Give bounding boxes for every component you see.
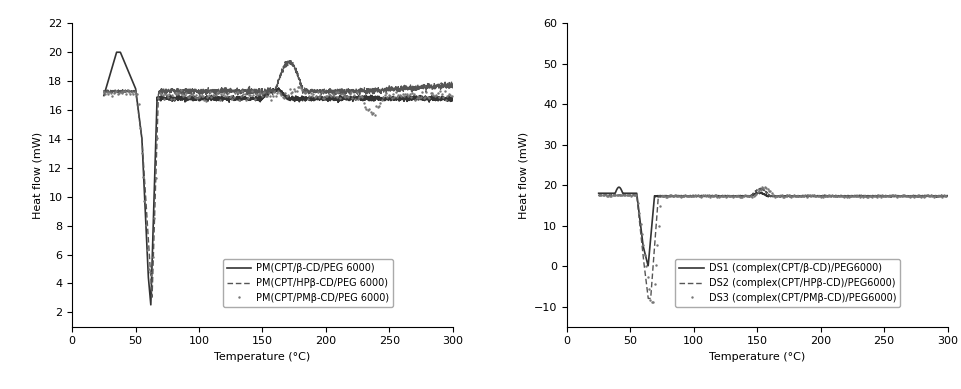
DS3 (complex(CPT/PMβ-CD)/PEG6000) (931, 193, 943, 198)
DS3 (complex(CPT/PMβ-CD)/PEG6000) (752, 188, 764, 193)
Y-axis label: Heat flow (mW): Heat flow (mW) (33, 131, 42, 219)
PM(CPT/HPβ-CD/PEG 6000) (268, 91, 280, 96)
PM(CPT/PMβ-CD/PEG 6000) (115, 90, 127, 95)
PM(CPT/PMβ-CD/PEG 6000) (259, 89, 270, 94)
DS1 (complex(CPT/β-CD)/PEG6000) (941, 193, 952, 198)
PM(CPT/β-CD/PEG 6000) (145, 303, 157, 307)
Line: DS3 (complex(CPT/PMβ-CD)/PEG6000): DS3 (complex(CPT/PMβ-CD)/PEG6000) (597, 185, 948, 303)
Line: PM(CPT/β-CD/PEG 6000): PM(CPT/β-CD/PEG 6000) (104, 52, 453, 305)
PM(CPT/PMβ-CD/PEG 6000) (268, 94, 280, 98)
DS1 (complex(CPT/β-CD)/PEG6000) (867, 193, 878, 198)
DS1 (complex(CPT/β-CD)/PEG6000) (642, 263, 653, 268)
PM(CPT/β-CD/PEG 6000) (373, 96, 384, 100)
PM(CPT/β-CD/PEG 6000) (436, 94, 448, 99)
PM(CPT/HPβ-CD/PEG 6000) (146, 295, 158, 300)
X-axis label: Temperature (°C): Temperature (°C) (214, 352, 310, 362)
PM(CPT/β-CD/PEG 6000) (98, 93, 110, 98)
PM(CPT/β-CD/PEG 6000) (268, 88, 280, 93)
PM(CPT/β-CD/PEG 6000) (447, 96, 458, 101)
DS2 (complex(CPT/HPβ-CD)/PEG6000) (931, 194, 943, 199)
DS1 (complex(CPT/β-CD)/PEG6000) (612, 185, 624, 189)
PM(CPT/HPβ-CD/PEG 6000) (373, 86, 384, 91)
DS1 (complex(CPT/β-CD)/PEG6000) (931, 194, 943, 199)
PM(CPT/HPβ-CD/PEG 6000) (115, 90, 127, 95)
DS2 (complex(CPT/HPβ-CD)/PEG6000) (867, 194, 878, 198)
DS2 (complex(CPT/HPβ-CD)/PEG6000) (762, 192, 774, 197)
Legend: PM(CPT/β-CD/PEG 6000), PM(CPT/HPβ-CD/PEG 6000), PM(CPT/PMβ-CD/PEG 6000): PM(CPT/β-CD/PEG 6000), PM(CPT/HPβ-CD/PEG… (223, 259, 393, 307)
DS3 (complex(CPT/PMβ-CD)/PEG6000) (931, 195, 943, 200)
PM(CPT/HPβ-CD/PEG 6000) (436, 83, 448, 88)
PM(CPT/PMβ-CD/PEG 6000) (373, 104, 384, 109)
DS2 (complex(CPT/HPβ-CD)/PEG6000) (753, 186, 765, 191)
DS3 (complex(CPT/PMβ-CD)/PEG6000) (610, 193, 622, 197)
Line: DS2 (complex(CPT/HPβ-CD)/PEG6000): DS2 (complex(CPT/HPβ-CD)/PEG6000) (598, 188, 947, 298)
PM(CPT/PMβ-CD/PEG 6000) (98, 90, 110, 95)
DS2 (complex(CPT/HPβ-CD)/PEG6000) (931, 194, 943, 199)
PM(CPT/HPβ-CD/PEG 6000) (283, 58, 294, 63)
DS1 (complex(CPT/β-CD)/PEG6000) (752, 190, 764, 195)
PM(CPT/PMβ-CD/PEG 6000) (292, 82, 304, 87)
X-axis label: Temperature (°C): Temperature (°C) (708, 352, 804, 362)
PM(CPT/PMβ-CD/PEG 6000) (146, 274, 158, 279)
Y-axis label: Heat flow (mW): Heat flow (mW) (518, 131, 528, 219)
PM(CPT/β-CD/PEG 6000) (436, 97, 448, 102)
PM(CPT/HPβ-CD/PEG 6000) (436, 82, 448, 87)
DS3 (complex(CPT/PMβ-CD)/PEG6000) (762, 187, 774, 192)
PM(CPT/β-CD/PEG 6000) (111, 50, 122, 54)
PM(CPT/PMβ-CD/PEG 6000) (436, 92, 448, 97)
DS2 (complex(CPT/HPβ-CD)/PEG6000) (610, 193, 622, 198)
DS1 (complex(CPT/β-CD)/PEG6000) (931, 194, 943, 198)
Line: DS1 (complex(CPT/β-CD)/PEG6000): DS1 (complex(CPT/β-CD)/PEG6000) (598, 187, 947, 266)
DS1 (complex(CPT/β-CD)/PEG6000) (610, 188, 622, 193)
DS3 (complex(CPT/PMβ-CD)/PEG6000) (645, 300, 656, 305)
PM(CPT/HPβ-CD/PEG 6000) (447, 82, 458, 86)
Line: PM(CPT/PMβ-CD/PEG 6000): PM(CPT/PMβ-CD/PEG 6000) (103, 84, 454, 277)
PM(CPT/PMβ-CD/PEG 6000) (436, 94, 448, 99)
Line: PM(CPT/HPβ-CD/PEG 6000): PM(CPT/HPβ-CD/PEG 6000) (104, 60, 453, 297)
PM(CPT/HPβ-CD/PEG 6000) (259, 88, 270, 93)
DS1 (complex(CPT/β-CD)/PEG6000) (592, 191, 604, 196)
DS2 (complex(CPT/HPβ-CD)/PEG6000) (642, 296, 653, 301)
PM(CPT/HPβ-CD/PEG 6000) (98, 88, 110, 92)
DS3 (complex(CPT/PMβ-CD)/PEG6000) (757, 184, 769, 189)
PM(CPT/β-CD/PEG 6000) (259, 94, 270, 98)
DS3 (complex(CPT/PMβ-CD)/PEG6000) (592, 193, 604, 198)
PM(CPT/β-CD/PEG 6000) (116, 53, 128, 58)
DS3 (complex(CPT/PMβ-CD)/PEG6000) (941, 194, 952, 198)
DS2 (complex(CPT/HPβ-CD)/PEG6000) (752, 187, 764, 192)
DS3 (complex(CPT/PMβ-CD)/PEG6000) (867, 194, 878, 199)
DS1 (complex(CPT/β-CD)/PEG6000) (762, 193, 774, 198)
DS2 (complex(CPT/HPβ-CD)/PEG6000) (592, 193, 604, 198)
DS2 (complex(CPT/HPβ-CD)/PEG6000) (941, 194, 952, 198)
PM(CPT/PMβ-CD/PEG 6000) (447, 93, 458, 98)
Legend: DS1 (complex(CPT/β-CD)/PEG6000), DS2 (complex(CPT/HPβ-CD)/PEG6000), DS3 (complex: DS1 (complex(CPT/β-CD)/PEG6000), DS2 (co… (675, 259, 899, 307)
